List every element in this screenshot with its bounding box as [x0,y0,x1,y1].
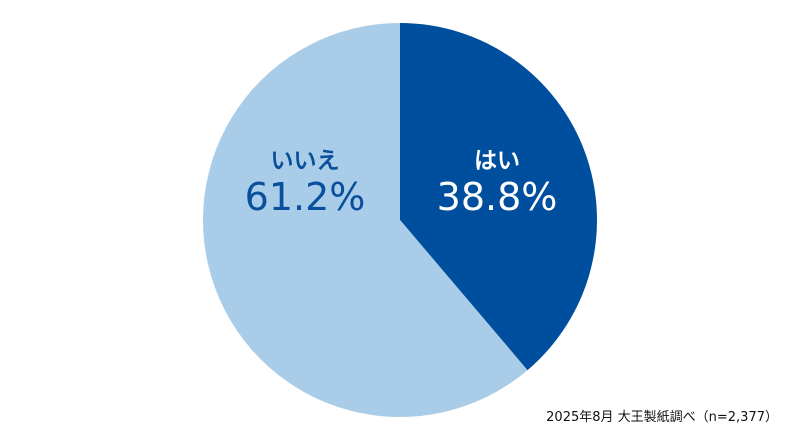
pie-slice-1 [203,23,528,417]
pie-slice-0 [400,23,597,371]
slice-value-label-1: 61.2% [245,175,366,219]
slice-value-label-0: 38.8% [437,175,558,219]
source-note: 2025年8月 大王製紙調べ（n=2,377） [546,410,778,425]
slice-label-0: はい [474,148,520,174]
slice-label-1: いいえ [271,148,340,174]
